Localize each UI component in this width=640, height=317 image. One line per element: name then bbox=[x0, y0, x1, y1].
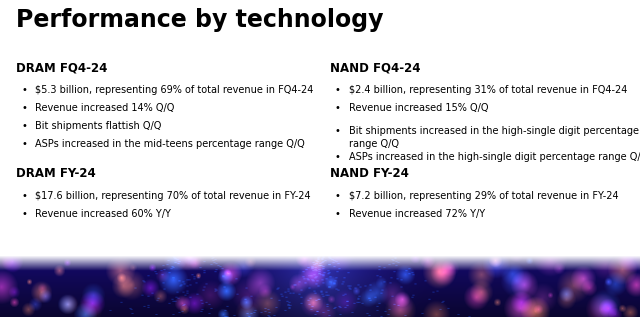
Text: •: • bbox=[335, 209, 340, 219]
Text: Revenue increased 15% Q/Q: Revenue increased 15% Q/Q bbox=[349, 103, 488, 113]
Text: Revenue increased 72% Y/Y: Revenue increased 72% Y/Y bbox=[349, 209, 485, 219]
Text: NAND FY-24: NAND FY-24 bbox=[330, 167, 408, 180]
Text: Revenue increased 60% Y/Y: Revenue increased 60% Y/Y bbox=[35, 209, 171, 219]
Text: •: • bbox=[21, 209, 27, 219]
Text: DRAM FY-24: DRAM FY-24 bbox=[16, 167, 96, 180]
Text: •: • bbox=[335, 103, 340, 113]
Text: $2.4 billion, representing 31% of total revenue in FQ4-24: $2.4 billion, representing 31% of total … bbox=[349, 86, 627, 95]
Text: Bit shipments increased in the high-single digit percentage
range Q/Q: Bit shipments increased in the high-sing… bbox=[349, 126, 639, 149]
Text: Bit shipments flattish Q/Q: Bit shipments flattish Q/Q bbox=[35, 121, 161, 131]
Text: •: • bbox=[335, 126, 340, 136]
Text: ASPs increased in the high-single digit percentage range Q/Q: ASPs increased in the high-single digit … bbox=[349, 152, 640, 162]
Text: ASPs increased in the mid-teens percentage range Q/Q: ASPs increased in the mid-teens percenta… bbox=[35, 139, 305, 149]
Text: •: • bbox=[21, 86, 27, 95]
Text: •: • bbox=[21, 191, 27, 201]
Text: $7.2 billion, representing 29% of total revenue in FY-24: $7.2 billion, representing 29% of total … bbox=[349, 191, 618, 201]
Text: •: • bbox=[21, 103, 27, 113]
Text: $5.3 billion, representing 69% of total revenue in FQ4-24: $5.3 billion, representing 69% of total … bbox=[35, 86, 314, 95]
Text: •: • bbox=[335, 152, 340, 162]
Text: Performance by technology: Performance by technology bbox=[16, 8, 383, 32]
Text: •: • bbox=[335, 191, 340, 201]
Text: •: • bbox=[21, 121, 27, 131]
Text: •: • bbox=[335, 86, 340, 95]
Text: DRAM FQ4-24: DRAM FQ4-24 bbox=[16, 61, 108, 74]
Text: •: • bbox=[21, 139, 27, 149]
Text: Revenue increased 14% Q/Q: Revenue increased 14% Q/Q bbox=[35, 103, 175, 113]
Text: NAND FQ4-24: NAND FQ4-24 bbox=[330, 61, 420, 74]
Text: $17.6 billion, representing 70% of total revenue in FY-24: $17.6 billion, representing 70% of total… bbox=[35, 191, 311, 201]
